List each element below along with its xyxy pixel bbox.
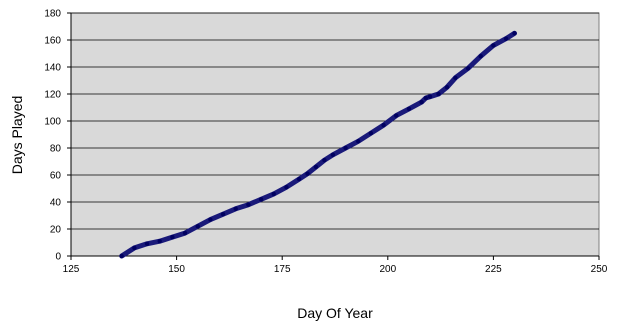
data-point xyxy=(119,253,124,259)
data-point xyxy=(132,245,137,251)
data-point xyxy=(394,113,399,118)
data-point xyxy=(296,176,302,182)
gridlines xyxy=(67,12,599,257)
y-tick-label: 40 xyxy=(50,198,62,209)
y-tick-label: 120 xyxy=(44,90,61,101)
data-point xyxy=(170,234,175,240)
plot-area xyxy=(70,12,600,257)
data-point xyxy=(284,184,289,190)
data-point xyxy=(419,99,424,105)
y-tick-label: 20 xyxy=(50,225,62,236)
data-point xyxy=(322,157,327,163)
x-tick-label: 125 xyxy=(63,264,80,275)
x-tick-label: 200 xyxy=(379,264,396,275)
data-point xyxy=(305,171,310,176)
data-point xyxy=(157,238,162,244)
data-point xyxy=(343,145,348,151)
data-point xyxy=(503,36,509,41)
data-point xyxy=(220,211,226,217)
y-axis-label: Days Played xyxy=(9,96,25,175)
data-point xyxy=(465,66,471,71)
data-point xyxy=(381,122,386,128)
data-point xyxy=(512,31,517,36)
axes xyxy=(70,13,600,260)
series-group xyxy=(119,30,517,259)
x-tick-label: 250 xyxy=(591,264,608,275)
x-tick-label: 175 xyxy=(274,264,291,275)
y-tick-label: 140 xyxy=(44,63,61,74)
y-tick-label: 100 xyxy=(44,117,61,128)
data-point xyxy=(246,202,251,207)
data-point xyxy=(436,91,441,97)
data-point xyxy=(491,43,496,48)
data-point xyxy=(144,241,150,247)
data-point xyxy=(182,230,188,236)
data-point xyxy=(427,94,433,99)
data-point xyxy=(195,224,200,229)
x-axis-label: Day Of Year xyxy=(297,305,373,321)
data-point xyxy=(453,75,458,81)
y-tick-labels: 0 20 40 60 80 100 120 140 160 180 xyxy=(44,9,61,263)
data-point xyxy=(258,197,264,202)
y-tick-label: 180 xyxy=(44,9,61,20)
data-point xyxy=(330,152,336,157)
x-tick-label: 150 xyxy=(168,264,185,275)
y-tick-label: 60 xyxy=(50,171,62,182)
data-point xyxy=(406,106,412,112)
y-tick-label: 80 xyxy=(50,144,62,155)
data-point xyxy=(423,95,429,101)
data-point xyxy=(478,54,483,59)
data-point xyxy=(271,191,276,197)
y-tick-label: 0 xyxy=(55,252,61,263)
data-point xyxy=(233,206,238,211)
data-point xyxy=(368,130,374,136)
data-point xyxy=(444,85,450,90)
y-tick-label: 160 xyxy=(44,36,61,47)
data-point xyxy=(313,164,319,170)
data-point xyxy=(208,217,213,222)
x-tick-label: 225 xyxy=(485,264,502,275)
data-point xyxy=(356,139,361,144)
x-tick-labels: 125 150 175 200 225 250 xyxy=(63,264,608,275)
